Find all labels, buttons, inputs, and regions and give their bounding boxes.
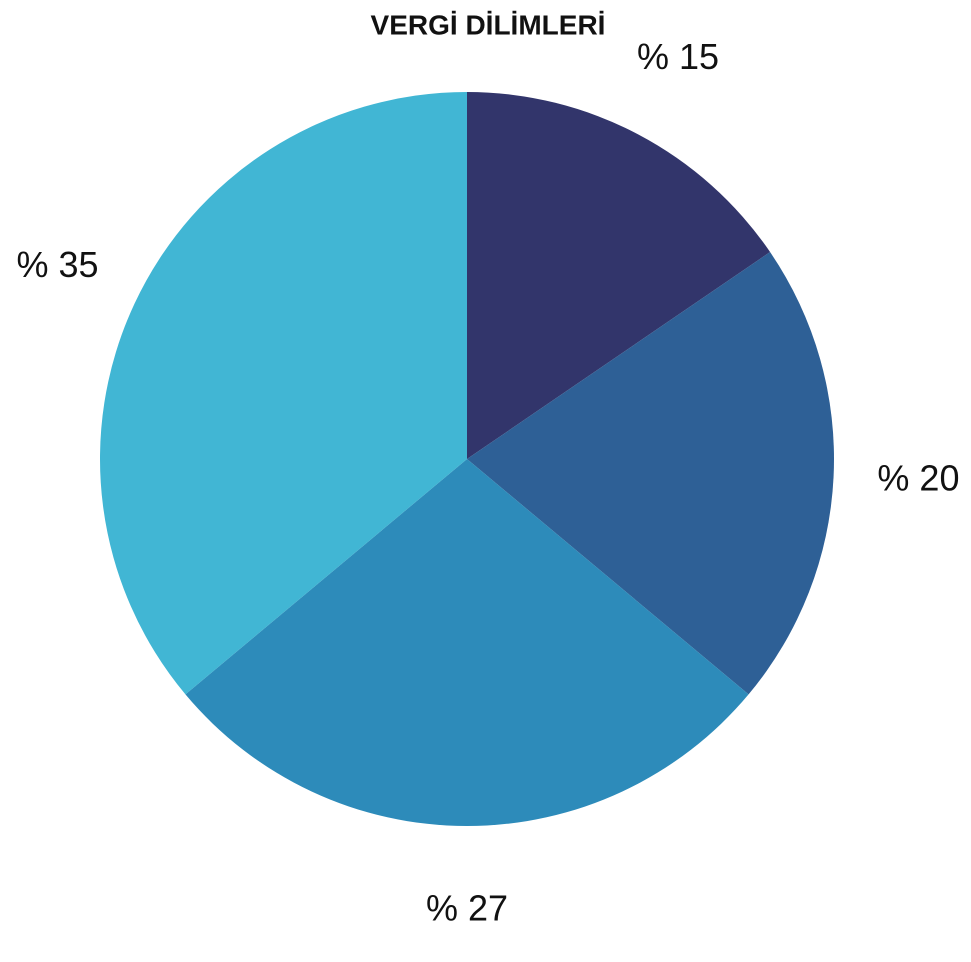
chart-title: VERGİ DİLİMLERİ [371, 9, 606, 40]
data-label: % 27 [426, 888, 508, 929]
pie-slice [467, 92, 771, 459]
pie-slice [185, 459, 749, 826]
pie-slice [100, 92, 467, 695]
data-label: % 15 [637, 36, 719, 77]
data-label: % 35 [16, 244, 98, 285]
pie-slice [467, 252, 835, 695]
data-label: % 20 [877, 457, 959, 498]
